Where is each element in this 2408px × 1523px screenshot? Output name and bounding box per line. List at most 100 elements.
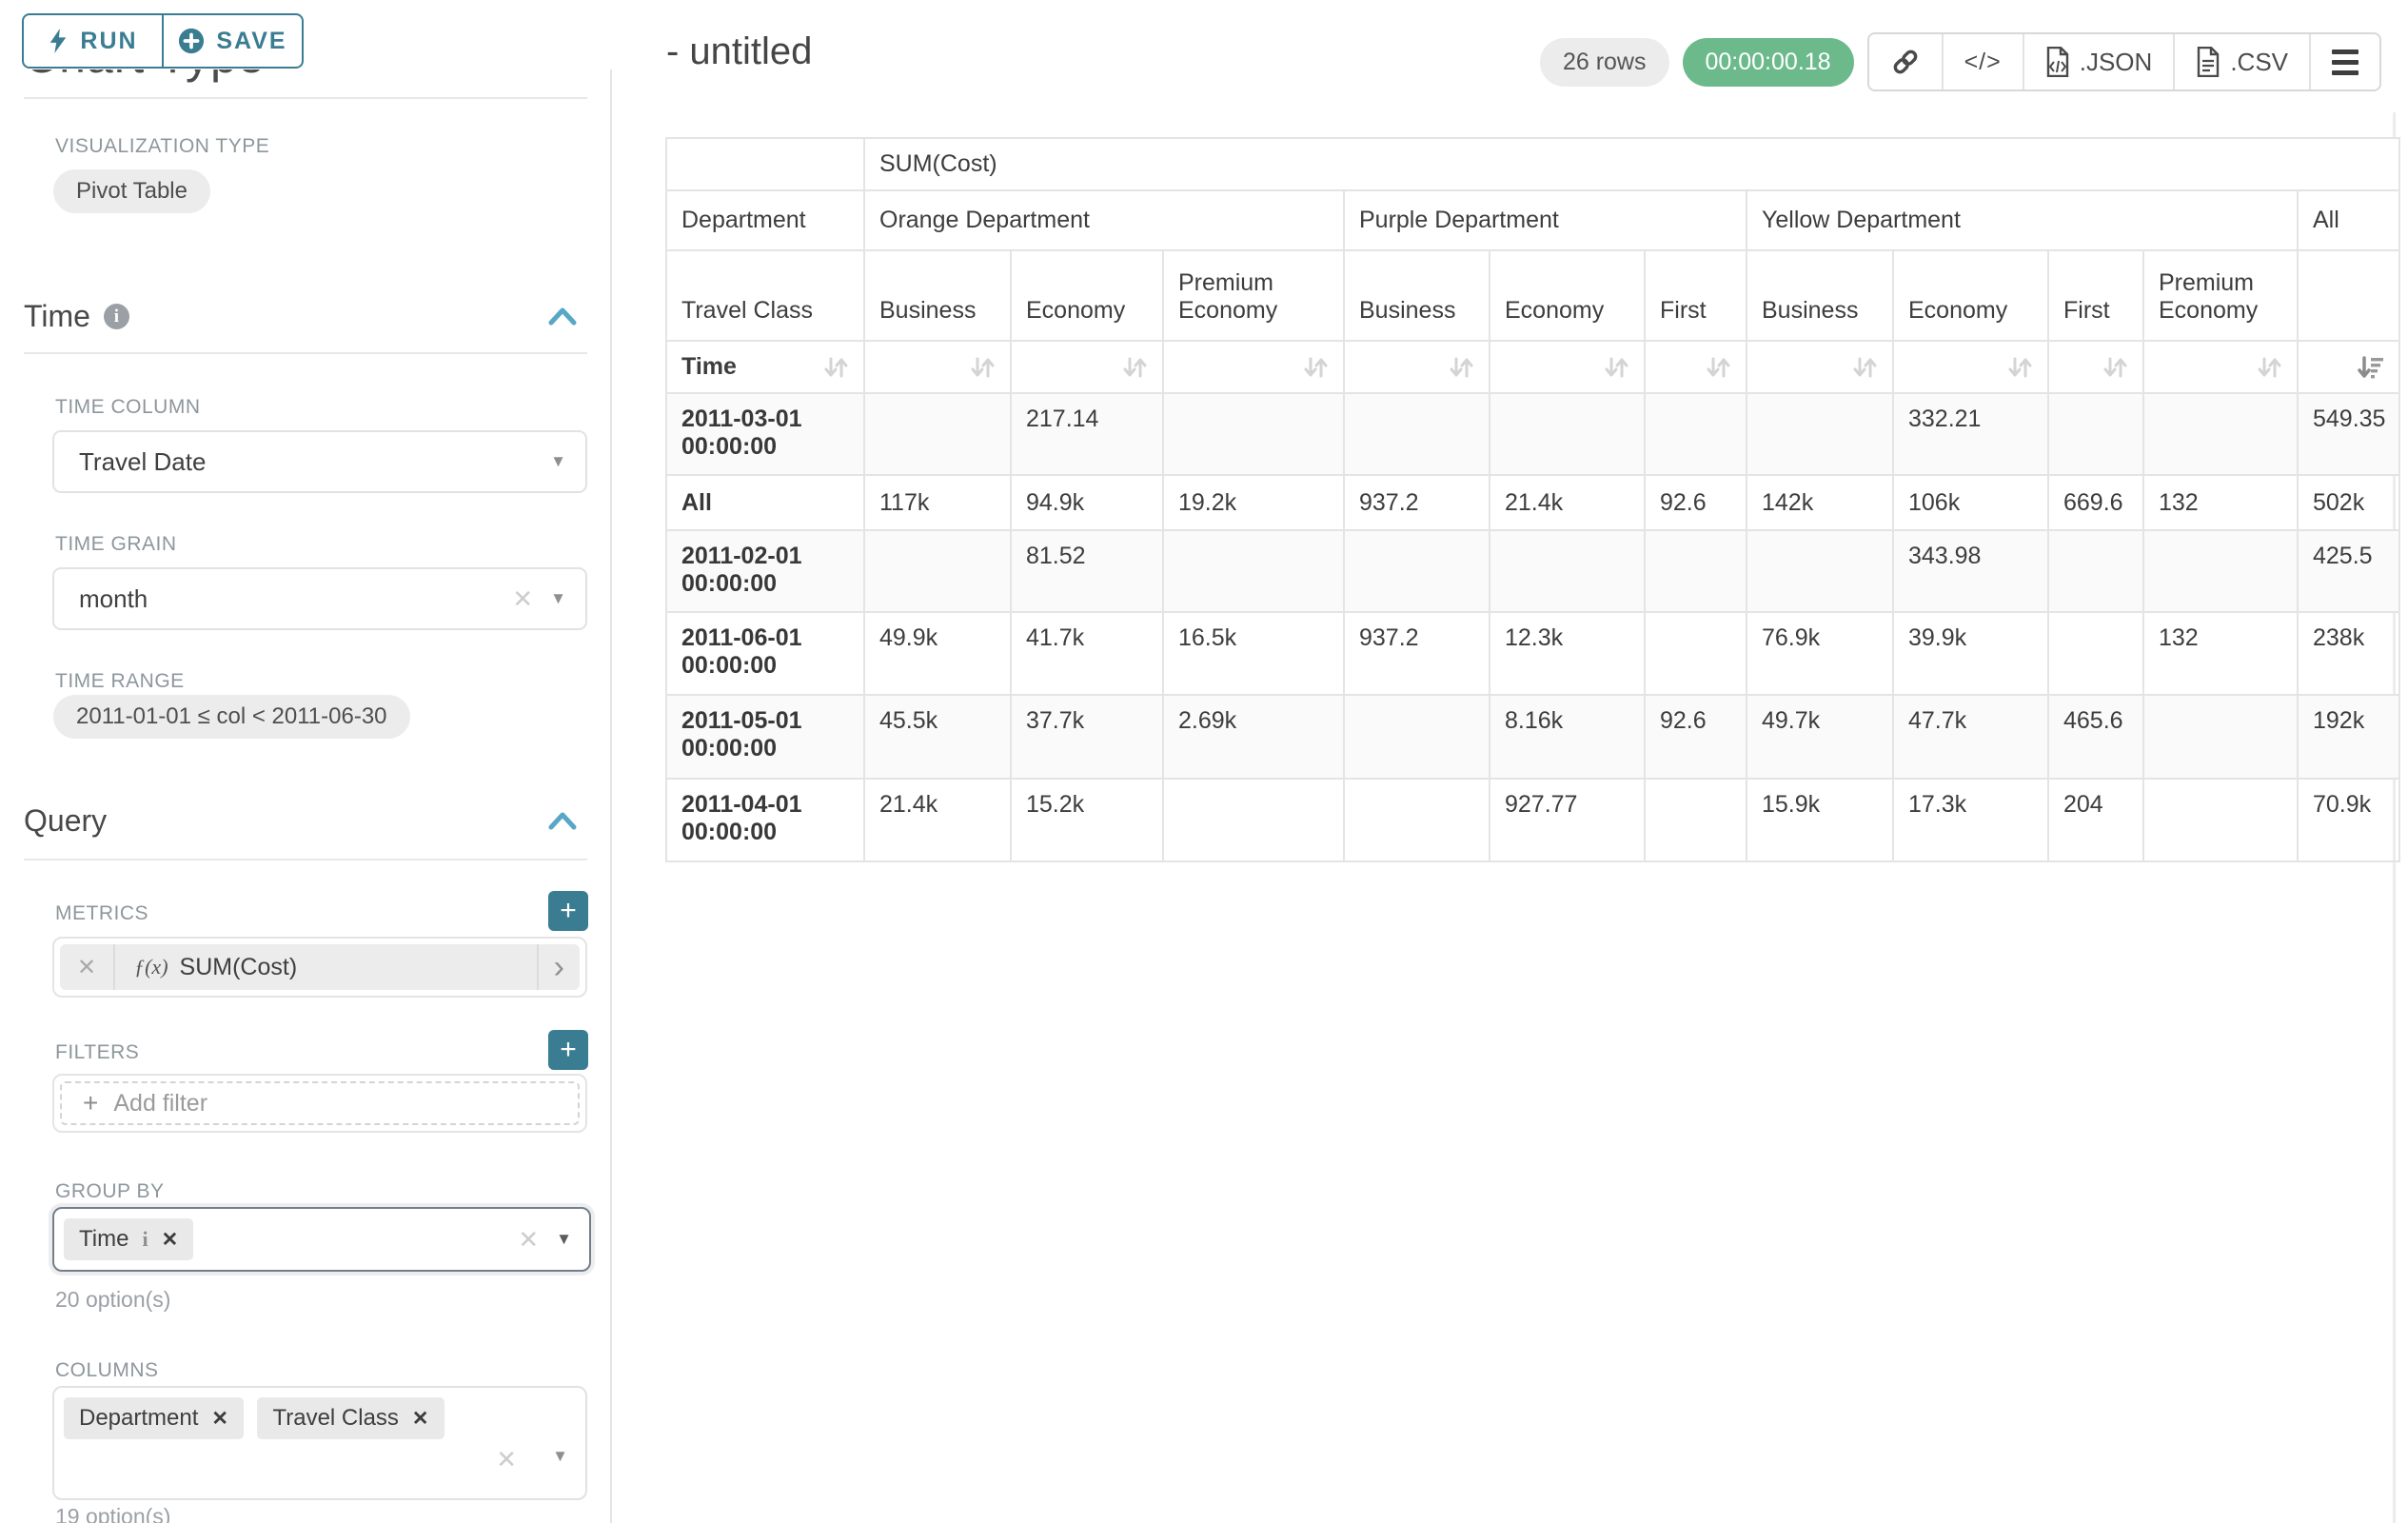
sort-icon[interactable] (1302, 354, 1329, 381)
export-json-button[interactable]: .JSON (2022, 34, 2174, 89)
group-by-label: GROUP BY (55, 1180, 165, 1202)
plus-icon: + (83, 1088, 99, 1118)
csv-file-icon (2196, 47, 2220, 77)
chart-title[interactable]: - untitled (666, 30, 813, 72)
time-column-value: Travel Date (79, 446, 207, 476)
time-range-label: TIME RANGE (55, 670, 185, 692)
filters-box: + Add filter (52, 1074, 587, 1133)
department-group-header: All (2296, 189, 2401, 251)
view-query-button[interactable]: </> (1941, 34, 2023, 89)
table-row: 2011-06-01 00:00:00 49.9k 41.7k 16.5k 937.… (665, 611, 2401, 696)
column-sort-header[interactable] (1010, 340, 1164, 394)
department-group-header: Yellow Department (1746, 189, 2299, 251)
column-sort-header[interactable] (2047, 340, 2144, 394)
class-header: Premium Economy (2142, 249, 2299, 342)
sort-icon[interactable] (969, 354, 996, 381)
column-sort-header[interactable] (1746, 340, 1894, 394)
column-sort-header[interactable] (2142, 340, 2299, 394)
info-icon: i (103, 304, 129, 329)
column-sort-header[interactable] (863, 340, 1012, 394)
column-sort-header[interactable] (1644, 340, 1747, 394)
share-link-button[interactable] (1868, 34, 1942, 89)
columns-select[interactable]: Department ✕ Travel Class ✕ ✕ ▼ (52, 1386, 587, 1500)
group-by-tag: Time i ✕ (64, 1218, 194, 1260)
remove-tag-icon[interactable]: ✕ (411, 1407, 429, 1430)
save-button[interactable]: SAVE (162, 15, 302, 67)
chevron-down-icon: ▼ (550, 589, 566, 607)
sort-icon[interactable] (2102, 354, 2128, 381)
sort-icon[interactable] (1603, 354, 1629, 381)
query-status-toolbar: 26 rows 00:00:00.18 </> .JSON .CSV (1539, 32, 2381, 91)
section-divider (24, 352, 587, 354)
group-by-select[interactable]: Time i ✕ ✕ ▼ (52, 1207, 591, 1272)
column-sort-header[interactable] (1489, 340, 1646, 394)
column-sort-header-active[interactable] (2296, 340, 2401, 394)
table-row: 2011-05-01 00:00:00 45.5k 37.7k 2.69k 8.1… (665, 694, 2401, 780)
table-row: 2011-04-01 00:00:00 21.4k 15.2k 927.77 15… (665, 778, 2401, 862)
time-grain-select[interactable]: month ✕ ▼ (52, 567, 587, 630)
time-range-pill[interactable]: 2011-01-01 ≤ col < 2011-06-30 (53, 695, 410, 739)
control-panel-sidebar: Chart Type RUN SAVE VISUALIZATION TYPE P… (0, 0, 614, 1523)
metrics-box: ✕ ƒ(x) SUM(Cost) › (52, 937, 587, 998)
columns-tag: Travel Class ✕ (257, 1397, 444, 1439)
table-row: 2011-02-01 00:00:00 81.52 343.98 425.5 (665, 529, 2401, 613)
column-sort-header[interactable] (1892, 340, 2049, 394)
class-header: Economy (1489, 249, 1646, 342)
query-section-collapse-chevron[interactable] (546, 809, 579, 832)
row-label: 2011-06-01 00:00:00 (665, 611, 865, 696)
sort-icon[interactable] (1121, 354, 1148, 381)
columns-tag: Department ✕ (64, 1397, 244, 1439)
sort-icon[interactable] (2256, 354, 2282, 381)
class-header: Economy (1892, 249, 2049, 342)
function-icon: ƒ(x) (134, 955, 168, 979)
time-column-select[interactable]: Travel Date ▼ (52, 430, 587, 493)
remove-tag-icon[interactable]: ✕ (211, 1407, 228, 1430)
filters-label: FILTERS (55, 1041, 140, 1063)
metric-pill[interactable]: ✕ ƒ(x) SUM(Cost) › (60, 944, 580, 990)
clear-icon[interactable]: ✕ (496, 1445, 517, 1474)
time-section-title: Time i (24, 299, 129, 334)
metrics-label: METRICS (55, 902, 148, 924)
sort-icon[interactable] (822, 354, 849, 381)
remove-tag-icon[interactable]: ✕ (161, 1228, 179, 1251)
table-row: 2011-03-01 00:00:00 217.14 332.21 549.35 (665, 392, 2401, 476)
add-filter-plus-button[interactable]: + (548, 1030, 588, 1070)
row-label: All (665, 474, 865, 531)
row-label: 2011-04-01 00:00:00 (665, 778, 865, 862)
time-sort-header[interactable]: Time (665, 340, 865, 394)
class-header (2296, 249, 2401, 342)
menu-button[interactable] (2309, 34, 2379, 89)
sort-icon[interactable] (1448, 354, 1474, 381)
sort-icon[interactable] (2006, 354, 2033, 381)
time-section-collapse-chevron[interactable] (546, 305, 579, 327)
chevron-down-icon: ▼ (556, 1230, 572, 1248)
metric-header-cell: SUM(Cost) (862, 137, 2401, 191)
expand-metric-icon[interactable]: › (536, 944, 580, 990)
row-label: 2011-05-01 00:00:00 (665, 694, 865, 780)
sidebar-divider[interactable] (610, 0, 612, 1523)
class-header: First (1644, 249, 1747, 342)
time-grain-label: TIME GRAIN (55, 533, 177, 555)
visualization-type-pill[interactable]: Pivot Table (53, 169, 210, 213)
add-filter-button[interactable]: + Add filter (60, 1081, 580, 1125)
clear-icon[interactable]: ✕ (512, 583, 534, 613)
row-label: 2011-02-01 00:00:00 (665, 529, 865, 613)
column-sort-header[interactable] (1343, 340, 1490, 394)
sort-descending-icon[interactable] (2358, 354, 2384, 381)
clear-icon[interactable]: ✕ (518, 1224, 540, 1254)
tag-info-icon: i (142, 1227, 148, 1251)
run-button[interactable]: RUN (24, 15, 162, 67)
code-icon: </> (1964, 48, 2002, 75)
section-divider (24, 97, 587, 99)
add-metric-button[interactable]: + (548, 891, 588, 931)
sort-icon[interactable] (1851, 354, 1878, 381)
sort-icon[interactable] (1705, 354, 1731, 381)
plus-circle-icon (178, 28, 205, 54)
export-csv-button[interactable]: .CSV (2173, 34, 2309, 89)
chevron-down-icon: ▼ (550, 452, 566, 470)
lightning-bolt-icon (48, 28, 69, 54)
column-sort-header[interactable] (1162, 340, 1345, 394)
remove-metric-icon[interactable]: ✕ (60, 944, 116, 990)
link-icon (1890, 47, 1921, 77)
